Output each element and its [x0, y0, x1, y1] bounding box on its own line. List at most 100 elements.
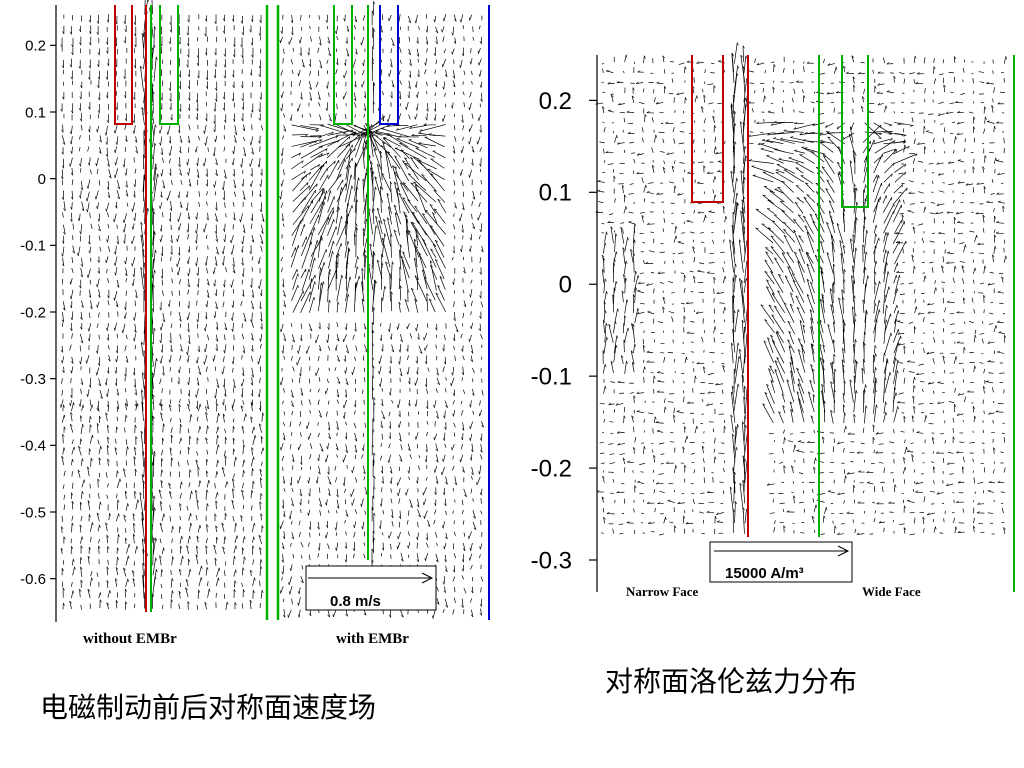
field-arrow [328, 433, 331, 440]
field-arrow [666, 152, 674, 155]
field-arrow [405, 230, 411, 258]
field-arrow [393, 171, 409, 192]
field-arrow [479, 465, 482, 475]
field-arrow [618, 103, 625, 106]
field-arrow [251, 312, 253, 323]
field-arrowhead [425, 209, 429, 212]
field-arrow [343, 91, 347, 100]
field-arrowhead [201, 565, 203, 569]
field-arrow [308, 323, 313, 331]
field-arrow [98, 539, 101, 544]
field-arrowhead [455, 329, 459, 333]
field-arrow [426, 48, 428, 53]
field-arrow [126, 180, 128, 188]
field-arrowhead [774, 148, 778, 150]
field-arrowhead [282, 536, 285, 540]
field-arrowhead [206, 282, 210, 286]
field-arrow [452, 102, 454, 109]
field-arrowhead [471, 472, 474, 476]
field-arrowhead [171, 457, 174, 461]
field-arrowhead [168, 88, 171, 92]
field-arrow [692, 139, 695, 144]
field-arrow [196, 416, 199, 422]
field-arrowhead [107, 424, 110, 428]
field-arrow [740, 121, 745, 154]
field-arrowhead [408, 173, 412, 175]
field-arrowhead [280, 183, 282, 187]
field-arrowhead [289, 567, 292, 572]
field-arrowhead [762, 139, 766, 141]
field-arrow [243, 147, 247, 157]
field-arrowhead [381, 127, 385, 129]
field-arrowhead [133, 96, 136, 100]
field-arrow [280, 190, 283, 200]
field-arrow [131, 570, 135, 577]
field-arrowhead [349, 164, 351, 168]
field-arrowhead [378, 371, 380, 375]
field-arrowhead [327, 614, 330, 618]
field-arrowhead [356, 186, 359, 190]
field-arrowhead [402, 182, 406, 184]
field-arrow [426, 431, 429, 437]
field-arrowhead [370, 131, 374, 134]
field-arrow [471, 201, 473, 206]
field-arrow [243, 556, 245, 565]
field-arrow [336, 134, 356, 136]
field-arrow [216, 426, 219, 434]
field-arrowhead [421, 174, 425, 176]
field-arrow [673, 138, 676, 144]
field-arrowhead [61, 526, 64, 530]
field-arrow [134, 168, 137, 174]
field-arrow [452, 576, 456, 582]
field-arrowhead [216, 251, 219, 255]
field-arrowhead [355, 163, 358, 167]
field-arrow [693, 149, 696, 153]
field-arrow [96, 323, 99, 328]
field-arrowhead [790, 136, 794, 138]
field-arrowhead [163, 423, 165, 427]
field-arrow [933, 58, 935, 63]
field-arrow [703, 118, 706, 124]
field-arrowhead [363, 95, 366, 99]
field-arrow [71, 202, 73, 210]
field-arrow [426, 25, 429, 33]
field-arrowhead [431, 615, 434, 619]
field-arrowhead [459, 19, 462, 23]
field-arrowhead [259, 501, 262, 505]
field-arrowhead [718, 60, 722, 62]
field-arrow [353, 422, 357, 429]
field-arrowhead [135, 150, 138, 154]
field-arrow [87, 389, 90, 397]
field-arrow [353, 553, 355, 559]
field-arrowhead [250, 319, 252, 323]
field-arrowhead [414, 298, 417, 302]
field-arrowhead [479, 229, 482, 233]
field-arrow [153, 56, 157, 82]
field-arrowhead [322, 281, 325, 285]
field-arrow [179, 146, 182, 154]
field-arrow [124, 427, 126, 433]
field-arrow [452, 400, 455, 405]
field-arrowhead [260, 241, 264, 244]
field-arrow [72, 566, 75, 576]
field-arrowhead [362, 134, 364, 138]
field-arrowhead [260, 436, 264, 439]
field-arrowhead [107, 295, 110, 299]
field-arrow [335, 25, 339, 34]
field-arrow [371, 251, 374, 269]
field-arrowhead [260, 493, 263, 497]
field-arrowhead [298, 152, 301, 156]
field-arrow [259, 547, 262, 556]
field-arrow [249, 600, 252, 610]
field-arrow [125, 135, 128, 142]
field-arrow [162, 423, 164, 433]
field-arrow [470, 322, 474, 329]
field-arrowhead [436, 416, 439, 419]
field-arrowhead [169, 98, 172, 102]
field-arrow [160, 449, 164, 456]
field-arrow [472, 36, 475, 41]
field-arrowhead [89, 416, 92, 420]
field-arrow [283, 333, 287, 342]
field-arrow [291, 532, 295, 540]
field-arrowhead [140, 222, 143, 225]
